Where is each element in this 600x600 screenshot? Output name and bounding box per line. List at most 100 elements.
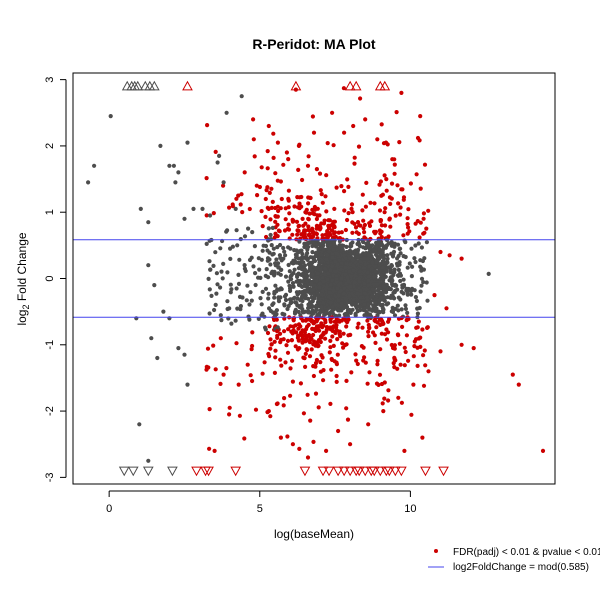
data-point: [271, 131, 276, 136]
data-point: [357, 242, 362, 247]
data-point: [307, 266, 312, 271]
data-point: [333, 313, 338, 318]
data-point: [271, 301, 276, 306]
data-point: [422, 256, 427, 261]
data-point: [390, 254, 396, 259]
data-point: [167, 163, 172, 168]
data-point: [350, 220, 355, 225]
data-point: [392, 346, 397, 351]
data-point: [261, 243, 266, 248]
data-point: [238, 202, 243, 207]
data-point: [405, 216, 410, 221]
data-point: [366, 334, 371, 339]
data-point: [221, 180, 226, 185]
data-point: [286, 188, 291, 193]
data-point: [206, 276, 211, 281]
data-point: [281, 162, 286, 167]
data-point: [263, 196, 268, 202]
data-point: [381, 276, 386, 281]
data-point: [250, 230, 255, 235]
data-point: [358, 288, 363, 293]
data-point: [339, 230, 344, 235]
data-point: [108, 114, 113, 119]
data-point: [325, 284, 330, 289]
data-point: [290, 217, 295, 222]
data-point: [384, 290, 389, 295]
data-point: [259, 302, 264, 307]
data-point: [331, 143, 336, 148]
data-point: [399, 315, 404, 321]
data-point: [307, 317, 312, 322]
data-point: [343, 227, 348, 233]
data-point: [396, 267, 401, 272]
data-point: [292, 267, 297, 272]
data-point: [384, 337, 390, 342]
data-point: [368, 200, 373, 205]
data-point: [324, 309, 329, 314]
data-point: [540, 448, 546, 453]
data-point: [242, 170, 247, 175]
data-point: [212, 448, 217, 453]
data-point: [380, 302, 385, 307]
data-point: [401, 233, 406, 238]
data-point: [409, 274, 414, 279]
data-point: [330, 278, 335, 283]
data-point: [295, 347, 300, 352]
data-point: [215, 160, 220, 165]
data-point: [380, 192, 385, 197]
data-point: [410, 286, 415, 291]
data-point: [373, 319, 378, 324]
data-point: [278, 357, 283, 362]
data-point: [425, 298, 430, 303]
data-point: [373, 340, 378, 345]
data-point: [385, 256, 390, 261]
data-point: [415, 363, 420, 368]
data-point: [417, 235, 422, 240]
data-point: [362, 281, 367, 286]
data-point: [317, 227, 322, 232]
data-point: [276, 228, 281, 233]
data-point: [171, 163, 176, 168]
data-point: [345, 319, 350, 324]
data-point: [346, 333, 351, 338]
data-point: [327, 350, 332, 355]
data-point: [248, 290, 253, 295]
data-point: [161, 309, 166, 314]
y-tick-label: 2: [44, 143, 56, 149]
data-point: [278, 295, 283, 300]
data-point: [305, 392, 310, 397]
data-point: [343, 296, 348, 302]
data-point: [402, 238, 407, 243]
data-point: [149, 336, 154, 341]
data-point: [315, 344, 321, 349]
data-point: [300, 328, 305, 333]
data-point: [331, 241, 337, 246]
outlier-down-marker: [203, 466, 214, 477]
data-point: [327, 249, 332, 254]
data-point: [238, 304, 243, 309]
data-point: [294, 260, 299, 265]
data-point: [263, 325, 268, 330]
data-point: [419, 283, 424, 288]
data-point: [334, 328, 339, 333]
data-point: [286, 245, 291, 250]
data-point: [334, 323, 339, 328]
data-point: [211, 263, 216, 268]
data-point: [320, 200, 325, 205]
data-point: [343, 272, 348, 277]
data-point: [351, 268, 356, 273]
data-point: [293, 344, 298, 349]
data-point: [367, 264, 372, 269]
data-point: [376, 309, 381, 314]
data-point: [260, 371, 265, 376]
data-point: [309, 281, 314, 286]
data-point: [303, 235, 308, 240]
data-point: [320, 288, 325, 294]
data-point: [361, 345, 366, 350]
data-point: [182, 216, 187, 221]
data-point: [227, 306, 232, 311]
data-point: [336, 298, 341, 303]
y-tick-label: 3: [44, 77, 56, 83]
data-point: [173, 180, 178, 185]
outlier-up-marker: [182, 80, 193, 91]
